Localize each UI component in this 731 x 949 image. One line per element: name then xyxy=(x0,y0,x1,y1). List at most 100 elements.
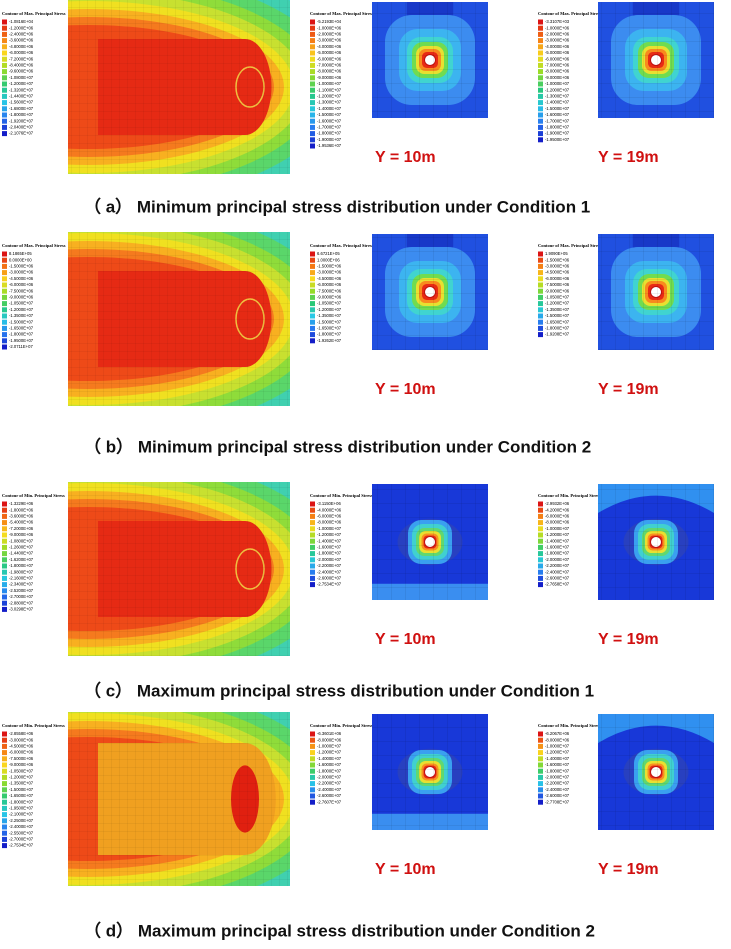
legend-swatch xyxy=(310,38,315,44)
legend-swatch xyxy=(310,325,315,331)
legend-value: -1.4000E+07 xyxy=(317,106,342,111)
legend-swatch xyxy=(538,276,543,282)
mesh xyxy=(68,232,290,406)
legend-value: -1.8000E+07 xyxy=(9,112,34,117)
legend-swatch xyxy=(2,743,7,749)
legend-value: -2.6000E+07 xyxy=(545,576,570,581)
legend-swatch xyxy=(2,344,7,350)
legend-swatch xyxy=(538,288,543,294)
legend-value: -1.3000E+07 xyxy=(317,100,342,105)
legend-value: -2.7534E+07 xyxy=(317,582,342,587)
legend-value: -1.0800E+07 xyxy=(9,538,34,543)
legend-value: -1.0000E+06 xyxy=(317,25,342,30)
legend-swatch xyxy=(2,737,7,743)
legend-value: -1.9500E+07 xyxy=(9,338,34,343)
legend-swatch xyxy=(2,294,7,300)
legend-value: -8.0000E+06 xyxy=(317,69,342,74)
legend-swatch xyxy=(538,538,543,544)
legend-value: -1.5600E+07 xyxy=(9,100,34,105)
legend-swatch xyxy=(310,56,315,62)
legend-value: -1.8000E+07 xyxy=(545,551,570,556)
legend-swatch xyxy=(310,750,315,756)
legend-value: -1.0000E+07 xyxy=(317,526,342,531)
legend-swatch xyxy=(2,282,7,288)
legend-value: -7.5000E+06 xyxy=(317,288,342,293)
legend-value: -1.8000E+07 xyxy=(9,563,34,568)
legend-swatch xyxy=(2,319,7,325)
legend-value: -1.8000E+06 xyxy=(9,507,34,512)
legend-title: Contour of Min. Principal Stress xyxy=(538,723,601,728)
legend-value: -5.0000E+06 xyxy=(545,50,570,55)
legend-value: -6.2067E+06 xyxy=(545,731,570,736)
legend-swatch xyxy=(310,538,315,544)
mesh xyxy=(598,234,714,350)
legend-swatch xyxy=(310,501,315,507)
legend-swatch xyxy=(538,301,543,307)
legend-value: -1.6000E+07 xyxy=(317,762,342,767)
legend-swatch xyxy=(538,25,543,31)
legend-swatch xyxy=(538,31,543,37)
y-position-label: Y = 10m xyxy=(375,861,436,878)
legend-swatch xyxy=(2,325,7,331)
legend-swatch xyxy=(2,793,7,799)
legend-value: -7.0000E+06 xyxy=(317,63,342,68)
legend-value: -6.0000E+06 xyxy=(9,50,34,55)
legend-value: -1.0800E+07 xyxy=(9,75,34,80)
legend-value: -1.0000E+07 xyxy=(545,744,570,749)
legend-swatch xyxy=(538,19,543,25)
legend-swatch xyxy=(538,270,543,276)
legend-value: -1.0000E+07 xyxy=(545,526,570,531)
legend-value: -1.6500E+07 xyxy=(317,326,342,331)
legend-swatch xyxy=(538,563,543,569)
legend-swatch xyxy=(538,743,543,749)
mesh xyxy=(372,484,488,600)
legend-value: -3.0000E+06 xyxy=(317,38,342,43)
legend-value: -7.2000E+06 xyxy=(9,526,34,531)
legend-value: -1.2000E+07 xyxy=(9,81,34,86)
legend-value: -1.6500E+07 xyxy=(9,326,34,331)
legend-swatch xyxy=(2,81,7,87)
legend-swatch xyxy=(2,75,7,81)
legend-swatch xyxy=(310,112,315,118)
legend-value: -1.9262E+07 xyxy=(317,338,342,343)
legend-swatch xyxy=(310,251,315,257)
mesh xyxy=(598,714,714,830)
mesh xyxy=(598,484,714,600)
mesh xyxy=(68,0,290,174)
legend-value: -2.2000E+07 xyxy=(317,563,342,568)
legend-value: -6.0000E+06 xyxy=(9,750,34,755)
legend-value: -1.8000E+07 xyxy=(317,332,342,337)
legend-value: -4.0000E+06 xyxy=(317,44,342,49)
legend-value: -9.0000E+06 xyxy=(317,295,342,300)
legend-swatch xyxy=(310,575,315,581)
legend-swatch xyxy=(310,774,315,780)
legend-value: -1.2600E+07 xyxy=(9,545,34,550)
legend-swatch xyxy=(310,87,315,93)
legend-value: -7.5000E+06 xyxy=(9,288,34,293)
legend-swatch xyxy=(2,836,7,842)
legend-value: -1.2000E+07 xyxy=(317,94,342,99)
mesh xyxy=(372,714,488,830)
legend-value: -1.0000E+07 xyxy=(317,744,342,749)
legend-swatch xyxy=(310,756,315,762)
legend-value: -1.8000E+07 xyxy=(317,551,342,556)
legend-swatch xyxy=(2,106,7,112)
legend-value: -3.1150E+06 xyxy=(317,501,341,506)
legend-swatch xyxy=(310,338,315,344)
legend-value: -3.0298E+07 xyxy=(9,607,34,612)
legend-swatch xyxy=(310,513,315,519)
legend-value: -4.5000E+06 xyxy=(545,270,570,275)
legend-swatch xyxy=(310,563,315,569)
legend-value: -8.0000E+06 xyxy=(545,737,570,742)
legend-value: -8.0000E+06 xyxy=(317,520,342,525)
figure-row: Contour of Max. Principal Stress -1.0816E… xyxy=(2,0,714,174)
legend-value: -1.3200E+07 xyxy=(9,87,34,92)
legend-swatch xyxy=(2,538,7,544)
legend-value: -2.4000E+07 xyxy=(545,787,570,792)
y-position-label: Y = 19m xyxy=(598,149,659,166)
legend-value: -1.6200E+07 xyxy=(9,557,34,562)
legend-swatch xyxy=(538,124,543,130)
mesh xyxy=(372,234,488,350)
legend-swatch xyxy=(310,307,315,313)
legend-swatch xyxy=(538,100,543,106)
